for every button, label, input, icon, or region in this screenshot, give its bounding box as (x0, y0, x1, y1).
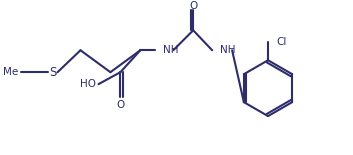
Text: Cl: Cl (276, 37, 286, 47)
Text: NH: NH (163, 45, 179, 55)
Text: O: O (116, 100, 125, 110)
Text: Me: Me (4, 67, 19, 77)
Text: HO: HO (80, 79, 96, 89)
Text: NH: NH (220, 45, 236, 55)
Text: S: S (49, 66, 56, 79)
Text: O: O (189, 1, 197, 11)
